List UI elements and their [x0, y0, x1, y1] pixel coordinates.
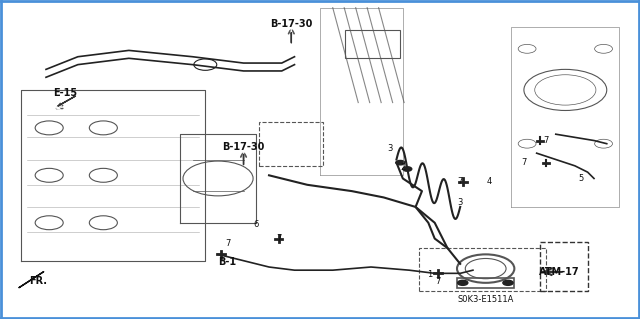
- Text: 1: 1: [427, 271, 432, 279]
- Text: 5: 5: [579, 174, 584, 183]
- Text: B-17-30: B-17-30: [222, 142, 265, 152]
- Text: 7: 7: [543, 136, 549, 145]
- Bar: [457, 278, 515, 287]
- Text: 6: 6: [253, 220, 259, 229]
- Bar: [419, 248, 546, 291]
- Text: B-17-30: B-17-30: [270, 19, 312, 28]
- Text: 3: 3: [458, 198, 463, 207]
- Text: 7: 7: [276, 234, 281, 243]
- Text: FR.: FR.: [29, 276, 47, 286]
- Circle shape: [458, 280, 468, 286]
- Text: ATM-17: ATM-17: [539, 267, 579, 277]
- Bar: [259, 122, 323, 166]
- Bar: [346, 30, 399, 58]
- Text: 7: 7: [458, 177, 463, 186]
- Text: 4: 4: [486, 177, 492, 186]
- Text: B-1: B-1: [218, 257, 237, 267]
- Text: 7: 7: [435, 277, 440, 286]
- Circle shape: [503, 280, 513, 286]
- Text: E-15: E-15: [53, 88, 77, 98]
- Text: S0K3-E1511A: S0K3-E1511A: [458, 295, 514, 304]
- Circle shape: [403, 167, 412, 171]
- Text: 7: 7: [521, 158, 527, 167]
- Text: 3: 3: [387, 144, 393, 153]
- Text: 2: 2: [400, 163, 406, 172]
- Text: 7: 7: [225, 239, 230, 248]
- Bar: [540, 242, 588, 291]
- Circle shape: [396, 160, 404, 165]
